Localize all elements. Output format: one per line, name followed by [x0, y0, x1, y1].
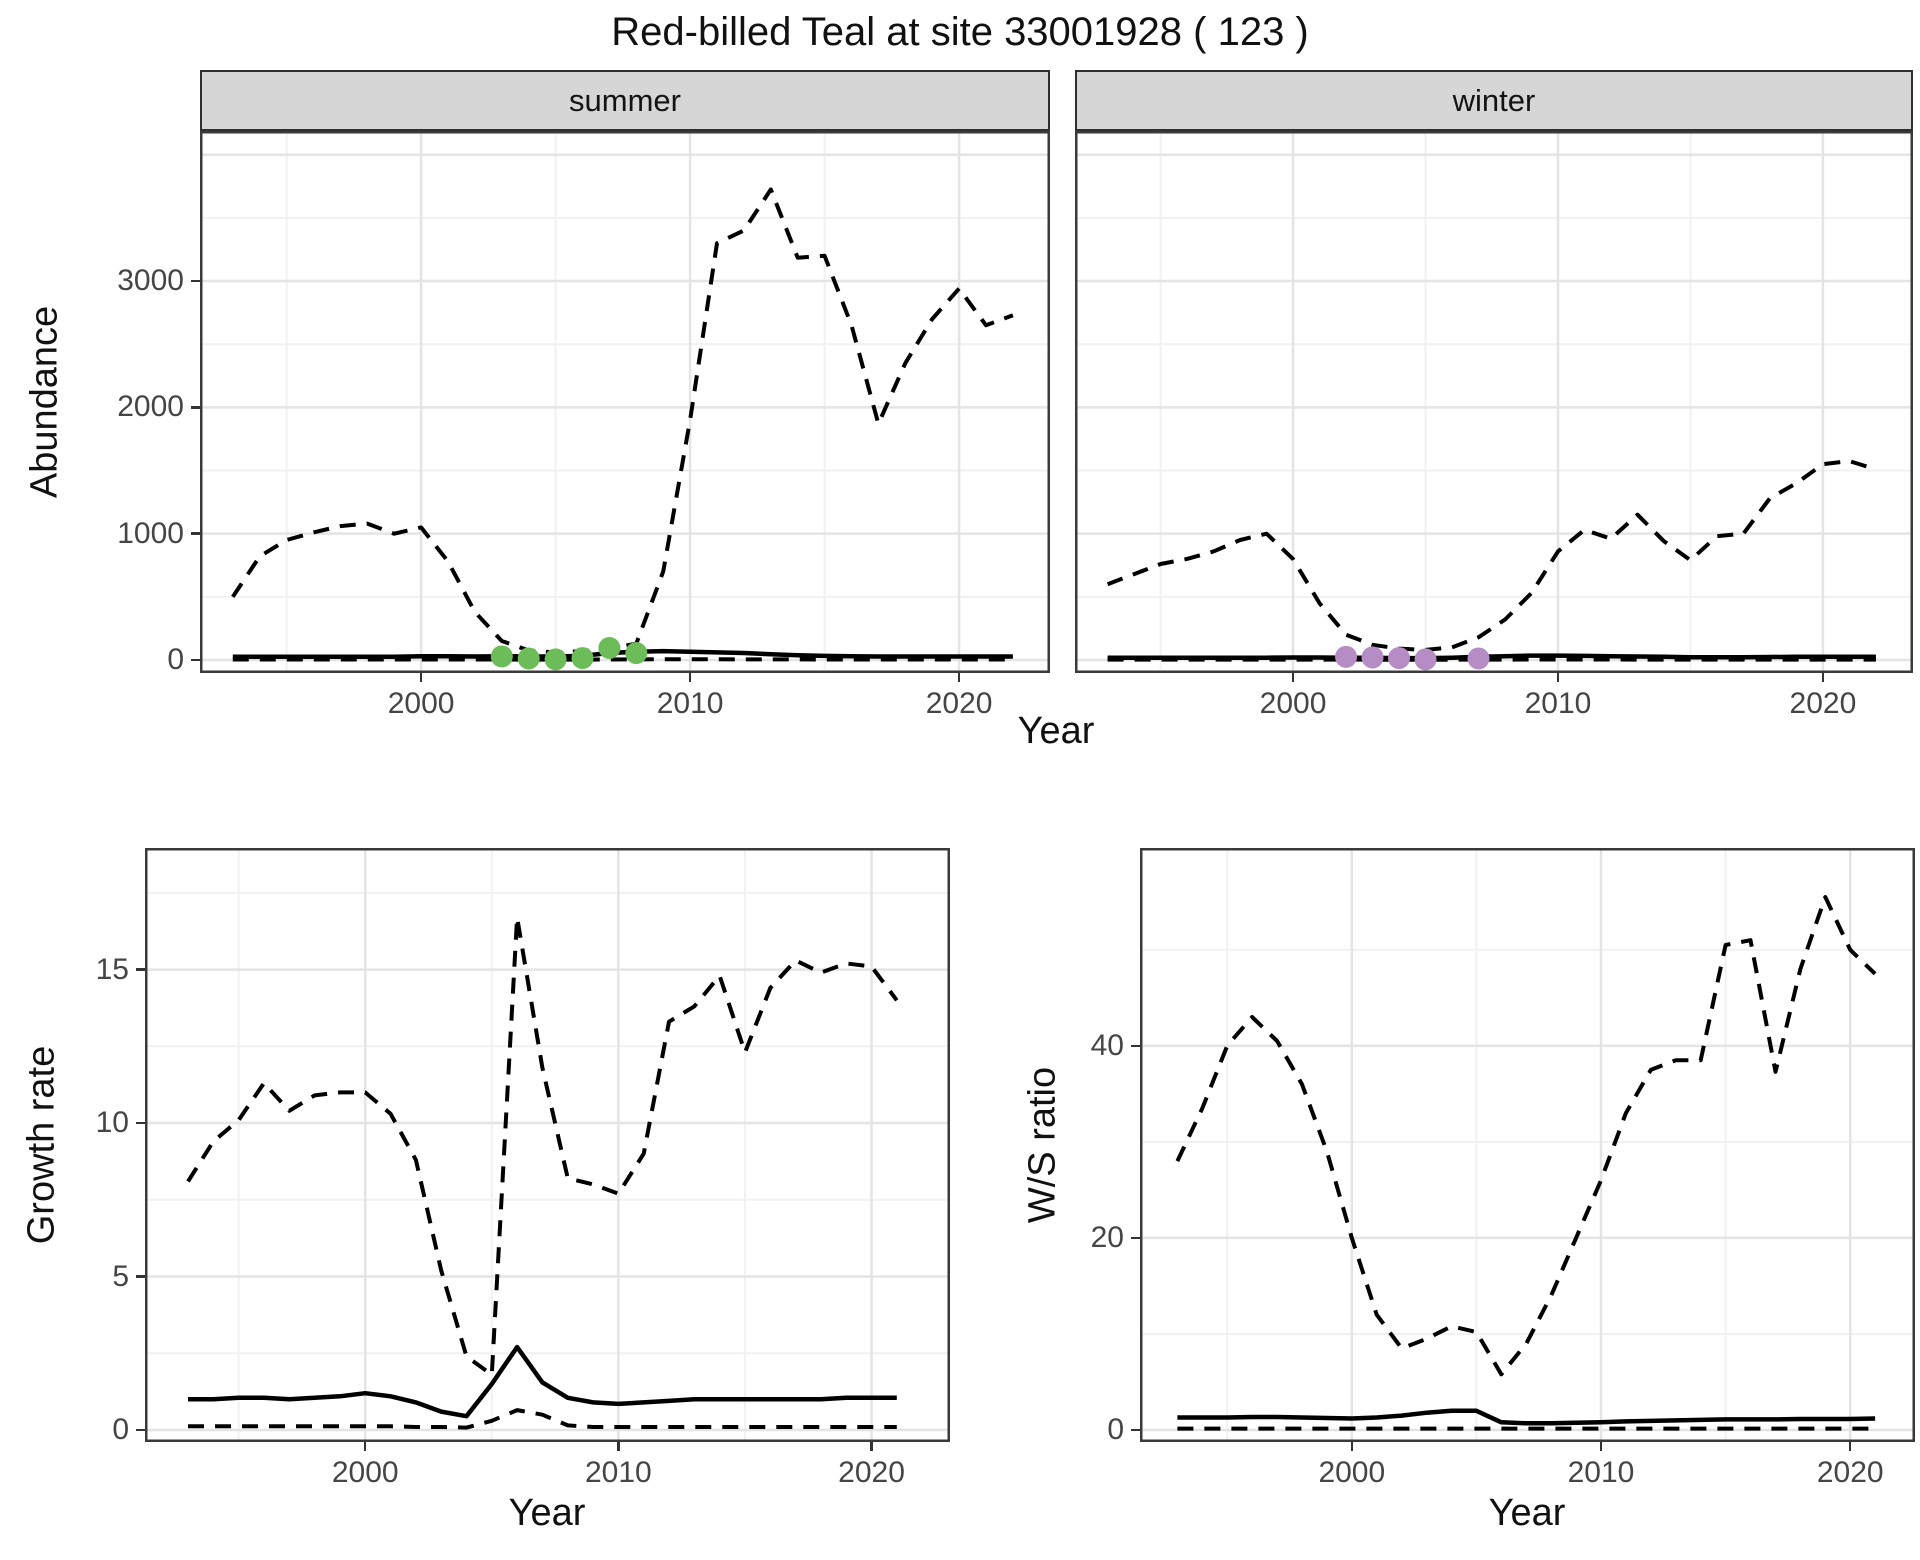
winter-upper_ci-line — [1106, 459, 1877, 652]
x-tick-mark — [419, 673, 423, 682]
y-tick-label: 0 — [1107, 1412, 1124, 1446]
y-tick-mark — [136, 1428, 145, 1432]
x-tick-label: 2010 — [656, 687, 724, 720]
y-tick-label: 5 — [112, 1259, 129, 1293]
ws_ratio-plot-panel — [1140, 848, 1915, 1442]
summer-median-line — [232, 648, 1013, 660]
summer-plot-panel — [200, 131, 1050, 673]
y-tick-mark — [136, 1275, 145, 1278]
x-tick-label: 2000 — [1259, 687, 1327, 720]
x-tick-label: 2020 — [1816, 1456, 1884, 1489]
facet-strip-winter-label: winter — [1452, 82, 1536, 118]
ws_ratio-median-line — [1177, 1408, 1876, 1426]
y-tick-mark — [191, 406, 200, 409]
y-tick-label: 0 — [167, 642, 184, 676]
x-tick-mark — [363, 1442, 367, 1451]
y-tick-label: 2000 — [117, 390, 184, 424]
y-tick-mark — [1131, 1044, 1140, 1048]
y-tick-mark — [1131, 1236, 1140, 1240]
x-tick-label: 2000 — [1318, 1456, 1386, 1489]
facet-strip-summer-label: summer — [569, 82, 681, 118]
winter-observed-point — [1335, 645, 1358, 668]
bottom-left-year-axis-title: Year — [508, 1492, 586, 1534]
y-tick-label: 15 — [95, 952, 129, 986]
x-tick-label: 2010 — [585, 1456, 652, 1489]
y-tick-label: 1000 — [117, 516, 184, 550]
x-tick-mark — [688, 673, 692, 682]
panel-border — [1075, 131, 1913, 673]
x-tick-mark — [1821, 673, 1825, 682]
ws_ratio-upper_ci-line — [1175, 895, 1877, 1377]
winter-observed-point — [1414, 648, 1437, 671]
growth-median-line — [188, 1344, 897, 1419]
x-tick-mark — [1291, 673, 1295, 682]
growth-plot-panel — [145, 848, 950, 1442]
growth-rate-axis-title: Growth rate — [20, 1045, 63, 1245]
y-tick-label: 20 — [1090, 1220, 1124, 1254]
winter-median-line — [1107, 653, 1876, 661]
y-tick-mark — [191, 658, 200, 662]
ws-ratio-axis-title: W/S ratio — [1021, 1066, 1064, 1224]
x-tick-label: 2020 — [1789, 687, 1857, 720]
y-tick-mark — [1131, 1428, 1140, 1432]
page-title: Red-billed Teal at site 33001928 ( 123 ) — [611, 10, 1309, 54]
x-tick-mark — [1350, 1442, 1354, 1451]
winter-plot-panel — [1075, 131, 1913, 673]
summer-observed-point — [598, 636, 621, 659]
x-tick-mark — [1556, 673, 1560, 682]
bottom-right-year-axis-title: Year — [1488, 1492, 1566, 1534]
summer-observed-point — [490, 645, 513, 668]
winter-observed-point — [1467, 647, 1490, 670]
x-tick-mark — [1599, 1442, 1603, 1451]
panel-border — [200, 131, 1050, 673]
winter-observed-point — [1388, 647, 1411, 670]
summer-observed-point — [625, 642, 648, 665]
growth-upper_ci-line — [186, 915, 899, 1377]
summer-observed-point — [571, 647, 594, 670]
x-tick-mark — [617, 1442, 620, 1451]
x-tick-label: 2010 — [1567, 1456, 1635, 1489]
y-tick-mark — [191, 279, 200, 283]
top-year-axis-title: Year — [1017, 710, 1095, 752]
facet-strip-winter: winter — [1075, 70, 1913, 131]
x-tick-label: 2020 — [838, 1456, 905, 1489]
x-tick-label: 2000 — [331, 1456, 399, 1489]
y-tick-label: 40 — [1090, 1028, 1124, 1062]
x-tick-label: 2010 — [1524, 687, 1592, 720]
panel-border — [1140, 848, 1915, 1442]
y-tick-mark — [191, 532, 200, 535]
y-tick-label: 0 — [112, 1413, 129, 1447]
y-tick-label: 3000 — [117, 264, 184, 298]
summer-upper_ci-line — [231, 187, 1014, 655]
y-tick-label: 10 — [95, 1106, 129, 1140]
y-tick-mark — [136, 968, 145, 971]
x-tick-label: 2000 — [387, 687, 455, 720]
winter-observed-point — [1361, 646, 1384, 669]
x-tick-mark — [870, 1442, 873, 1451]
x-tick-label: 2020 — [925, 687, 993, 720]
x-tick-mark — [957, 673, 961, 682]
facet-strip-summer: summer — [200, 70, 1050, 131]
panel-border — [145, 848, 950, 1442]
summer-observed-point — [544, 648, 567, 671]
abundance-axis-title: Abundance — [23, 305, 66, 499]
summer-observed-point — [517, 647, 540, 670]
y-tick-mark — [136, 1121, 145, 1125]
x-tick-mark — [1848, 1442, 1852, 1451]
growth-lower_ci-line — [188, 1408, 897, 1430]
